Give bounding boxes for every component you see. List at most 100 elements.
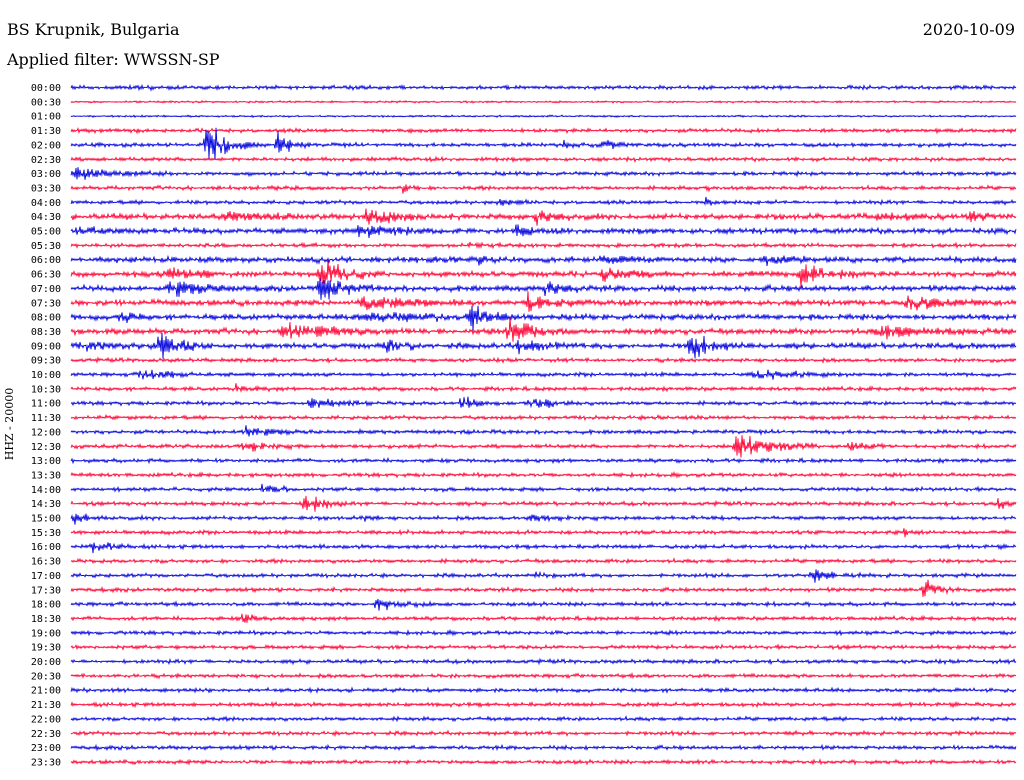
row-time-label: 11:00 [31, 399, 61, 410]
trace-row-1830 [70, 613, 1017, 623]
row-time-label: 19:00 [31, 628, 61, 639]
row-time-label: 10:00 [31, 370, 61, 381]
row-time-label: 03:00 [31, 169, 61, 180]
trace-row-1200 [70, 425, 1017, 437]
trace-row-1000 [70, 369, 1017, 380]
row-time-label: 18:00 [31, 600, 61, 611]
row-time-label: 16:00 [31, 542, 61, 553]
trace-row-0530 [70, 241, 1017, 250]
trace-row-1030 [70, 383, 1017, 394]
trace-row-2230 [70, 729, 1017, 738]
row-time-label: 07:00 [31, 284, 61, 295]
row-time-label: 18:30 [31, 614, 61, 625]
row-time-label: 01:30 [31, 126, 61, 137]
row-time-label: 20:00 [31, 657, 61, 668]
row-time-label: 17:00 [31, 571, 61, 582]
row-time-label: 06:30 [31, 270, 61, 281]
trace-row-1100 [70, 396, 1017, 409]
trace-row-1430 [70, 495, 1017, 512]
trace-row-1730 [70, 579, 1017, 597]
row-time-label: 04:00 [31, 198, 61, 209]
date-label: 2020-10-09 [922, 20, 1015, 39]
row-time-label: 09:00 [31, 341, 61, 352]
row-time-label: 05:00 [31, 227, 61, 238]
trace-row-0730 [70, 291, 1017, 312]
trace-row-2130 [70, 700, 1017, 709]
trace-row-1630 [70, 557, 1017, 565]
trace-row-0330 [70, 184, 1017, 194]
trace-row-2000 [70, 657, 1017, 666]
trace-row-1900 [70, 628, 1017, 637]
trace-row-1530 [70, 528, 1017, 538]
row-time-label: 04:30 [31, 212, 61, 223]
row-time-label: 12:30 [31, 442, 61, 453]
trace-row-0930 [70, 356, 1017, 365]
row-time-label: 16:30 [31, 557, 61, 568]
row-time-label: 19:30 [31, 643, 61, 654]
row-time-label: 13:00 [31, 456, 61, 467]
row-time-label: 21:30 [31, 700, 61, 711]
trace-row-1500 [70, 513, 1017, 525]
trace-row-0130 [70, 126, 1017, 135]
row-time-label: 13:30 [31, 470, 61, 481]
row-time-label: 00:30 [31, 97, 61, 108]
trace-row-0430 [70, 208, 1017, 226]
trace-row-1400 [70, 483, 1017, 494]
trace-row-2330 [70, 758, 1017, 766]
trace-row-0230 [70, 155, 1017, 164]
trace-row-0000 [70, 83, 1017, 92]
row-time-label: 05:30 [31, 241, 61, 252]
row-time-label: 00:00 [31, 83, 61, 94]
trace-row-1300 [70, 456, 1017, 465]
row-time-label: 14:00 [31, 485, 61, 496]
trace-row-0030 [70, 99, 1017, 104]
row-time-label: 12:00 [31, 427, 61, 438]
station-title: BS Krupnik, Bulgaria [7, 20, 180, 39]
trace-row-0630 [70, 260, 1017, 287]
row-time-label: 11:30 [31, 413, 61, 424]
row-time-label: 17:30 [31, 585, 61, 596]
row-time-label: 23:30 [31, 757, 61, 768]
row-time-label: 20:30 [31, 671, 61, 682]
trace-row-2100 [70, 686, 1017, 694]
trace-row-0200 [70, 127, 1017, 160]
row-time-label: 08:00 [31, 313, 61, 324]
row-time-label: 07:30 [31, 298, 61, 309]
trace-row-0100 [70, 114, 1017, 119]
row-time-label: 15:00 [31, 514, 61, 525]
trace-row-2300 [70, 743, 1017, 752]
row-time-label: 22:00 [31, 714, 61, 725]
trace-row-1600 [70, 542, 1017, 554]
trace-row-1800 [70, 598, 1017, 611]
row-time-label: 06:00 [31, 255, 61, 266]
trace-row-0500 [70, 224, 1017, 239]
row-time-label: 02:00 [31, 140, 61, 151]
row-time-label: 22:30 [31, 729, 61, 740]
trace-row-0900 [70, 332, 1017, 359]
trace-row-0830 [70, 317, 1017, 342]
trace-row-1700 [70, 569, 1017, 583]
trace-row-1230 [70, 435, 1017, 458]
trace-row-0300 [70, 167, 1017, 180]
trace-row-1930 [70, 643, 1017, 651]
filter-subtitle: Applied filter: WWSSN-SP [7, 50, 220, 69]
trace-row-1330 [70, 471, 1017, 479]
trace-row-0700 [70, 277, 1017, 300]
row-time-label: 02:30 [31, 155, 61, 166]
trace-row-0800 [70, 305, 1017, 331]
row-time-label: 08:30 [31, 327, 61, 338]
row-time-label: 01:00 [31, 112, 61, 123]
row-time-label: 14:30 [31, 499, 61, 510]
row-time-label: 21:00 [31, 686, 61, 697]
row-time-label: 09:30 [31, 356, 61, 367]
row-time-label: 03:30 [31, 183, 61, 194]
row-time-label: 10:30 [31, 384, 61, 395]
trace-row-2200 [70, 715, 1017, 723]
row-time-label: 23:00 [31, 743, 61, 754]
trace-row-0400 [70, 196, 1017, 207]
trace-row-2030 [70, 671, 1017, 680]
trace-row-0600 [70, 254, 1017, 266]
trace-row-1130 [70, 413, 1017, 422]
